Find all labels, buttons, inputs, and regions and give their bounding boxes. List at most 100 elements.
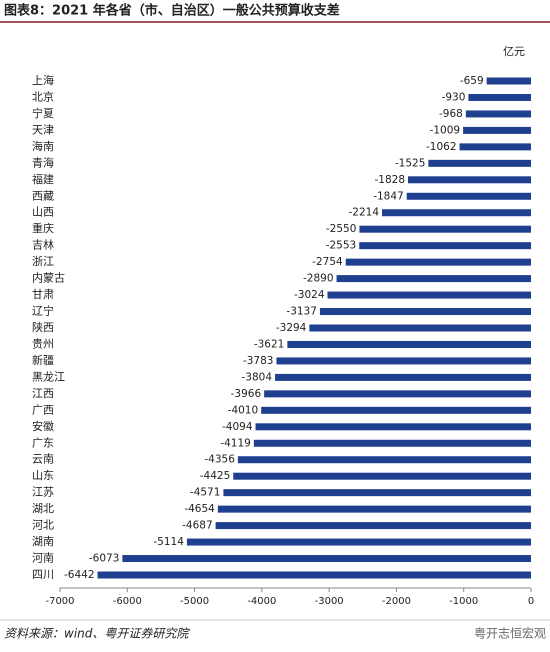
y-tick-label: 重庆 <box>32 221 54 235</box>
value-label: -4571 <box>190 487 221 499</box>
value-label: -4356 <box>204 454 235 466</box>
value-label: -2214 <box>349 207 380 219</box>
unit-label: 亿元 <box>503 45 525 58</box>
y-tick-label: 安徽 <box>32 419 54 433</box>
value-label: -1009 <box>430 124 461 136</box>
value-label: -4119 <box>220 437 251 449</box>
y-tick-label: 新疆 <box>32 353 54 367</box>
y-tick-label: 吉林 <box>32 238 54 252</box>
bar <box>468 93 531 101</box>
bar <box>253 439 531 447</box>
y-tick-label: 上海 <box>32 73 54 87</box>
y-tick-label: 陕西 <box>32 320 54 334</box>
value-label: -1525 <box>395 157 426 169</box>
y-tick-label: 宁夏 <box>32 106 54 120</box>
y-tick-label: 广西 <box>32 403 54 416</box>
value-label: -1062 <box>426 141 457 153</box>
value-label: -3621 <box>254 338 285 350</box>
value-label: -2550 <box>326 223 357 235</box>
bar <box>223 489 531 497</box>
value-label: -3966 <box>231 388 262 400</box>
y-tick-label: 天津 <box>32 123 54 136</box>
value-label: -3783 <box>243 355 274 367</box>
bar <box>255 423 531 431</box>
value-label: -3024 <box>294 289 325 301</box>
value-label: -2890 <box>303 273 334 285</box>
watermark: 粤开志恒宏观 <box>474 626 546 641</box>
source-note: 资料来源：wind、粤开证券研究院 <box>4 627 190 641</box>
value-label: -4687 <box>182 520 213 532</box>
value-label: -4094 <box>222 421 253 433</box>
y-tick-label: 海南 <box>32 139 54 153</box>
bar <box>406 192 531 200</box>
x-tick-label: -1000 <box>449 596 478 607</box>
y-tick-label: 福建 <box>32 172 54 186</box>
x-tick-label: -2000 <box>382 596 411 607</box>
y-tick-label: 浙江 <box>32 255 54 268</box>
value-label: -5114 <box>153 536 184 548</box>
y-tick-label: 西藏 <box>32 189 54 202</box>
bar <box>276 357 531 365</box>
y-tick-label: 山东 <box>32 469 54 482</box>
value-label: -4010 <box>228 404 259 416</box>
value-label: -4425 <box>200 470 231 482</box>
value-label: -2754 <box>312 256 343 268</box>
bar <box>319 308 531 316</box>
value-label: -3294 <box>276 322 307 334</box>
value-label: -3804 <box>242 371 273 383</box>
bar <box>264 390 531 398</box>
value-label: -4654 <box>184 503 215 515</box>
x-tick-label: 0 <box>528 596 534 607</box>
bar <box>359 225 531 233</box>
bar <box>215 522 532 530</box>
value-label: -6442 <box>64 569 95 581</box>
y-tick-label: 湖南 <box>32 535 54 548</box>
bar <box>217 505 531 513</box>
x-tick-label: -3000 <box>315 596 344 607</box>
y-tick-label: 贵州 <box>32 337 54 350</box>
value-label: -659 <box>460 75 484 87</box>
bar <box>275 373 531 381</box>
y-tick-label: 广东 <box>32 436 54 449</box>
bar <box>345 258 531 266</box>
bar <box>261 406 531 414</box>
bar <box>336 275 531 283</box>
bar <box>408 176 531 184</box>
y-tick-label: 江西 <box>32 387 54 400</box>
y-tick-label: 江苏 <box>32 486 54 499</box>
y-tick-label: 内蒙古 <box>32 271 65 285</box>
bar <box>186 538 531 546</box>
bar <box>309 324 531 332</box>
value-label: -968 <box>439 108 463 120</box>
y-tick-label: 河北 <box>32 519 54 532</box>
bar <box>287 340 531 348</box>
bar <box>459 143 531 151</box>
y-tick-label: 辽宁 <box>32 304 54 318</box>
value-label: -3137 <box>286 306 317 318</box>
value-label: -1828 <box>374 174 405 186</box>
y-tick-label: 北京 <box>32 89 54 103</box>
x-tick-label: -6000 <box>113 596 142 607</box>
x-tick-label: -4000 <box>247 596 276 607</box>
bar <box>382 209 531 217</box>
value-label: -2553 <box>326 240 357 252</box>
bar <box>233 472 531 480</box>
value-label: -6073 <box>89 553 120 565</box>
bar <box>463 126 531 134</box>
y-tick-label: 云南 <box>32 453 54 466</box>
value-label: -1847 <box>373 190 404 202</box>
bar <box>237 456 531 464</box>
y-tick-label: 甘肃 <box>32 288 54 301</box>
bar <box>359 242 531 250</box>
bar <box>486 77 531 85</box>
y-tick-label: 四川 <box>32 568 54 581</box>
y-tick-label: 山西 <box>32 206 54 219</box>
value-label: -930 <box>442 91 466 103</box>
y-tick-label: 青海 <box>32 155 54 169</box>
bar <box>465 110 531 118</box>
y-tick-label: 黑龙江 <box>32 370 65 383</box>
bar <box>97 571 532 579</box>
y-tick-label: 湖北 <box>32 502 54 515</box>
chart-title: 图表8：2021 年各省（市、自治区）一般公共预算收支差 <box>4 3 340 19</box>
